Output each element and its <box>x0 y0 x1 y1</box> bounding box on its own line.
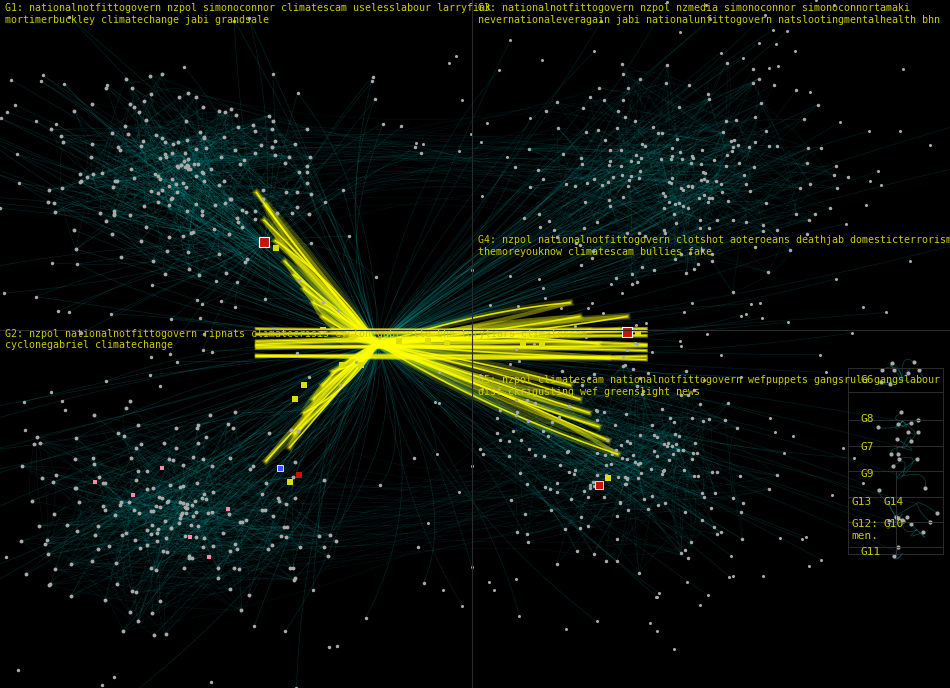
Text: G7: G7 <box>861 442 874 452</box>
Text: G5: nzpol climatescam nationalnotfittogovern wefpuppets gangsrule gangslabour
di: G5: nzpol climatescam nationalnotfittogo… <box>478 375 940 396</box>
Text: G4: nzpol nationalnotfittogovern clotshot aoteroeans deathjab domesticterrorism
: G4: nzpol nationalnotfittogovern clotsho… <box>478 235 950 257</box>
Text: G12:
men.: G12: men. <box>851 519 878 541</box>
Text: G9: G9 <box>861 469 874 480</box>
Text: G2: nzpol nationalnotfittogovern ripnats climatecrisis cyclonegabrielle bhn tory: G2: nzpol nationalnotfittogovern ripnats… <box>5 329 587 350</box>
Text: G10: G10 <box>884 519 903 530</box>
Text: G11: G11 <box>861 547 881 557</box>
Text: G8: G8 <box>861 414 874 424</box>
Text: G3: nationalnotfittogovern nzpol nzmedia simonoconnor simonoconnortamaki
neverna: G3: nationalnotfittogovern nzpol nzmedia… <box>478 3 940 25</box>
Text: G13: G13 <box>851 497 871 507</box>
Text: G14: G14 <box>884 497 903 507</box>
Text: G6: G6 <box>861 375 874 385</box>
Text: G1: nationalnotfittogovern nzpol simonoconnor climatescam uselesslabour larryfin: G1: nationalnotfittogovern nzpol simonoc… <box>5 3 491 25</box>
